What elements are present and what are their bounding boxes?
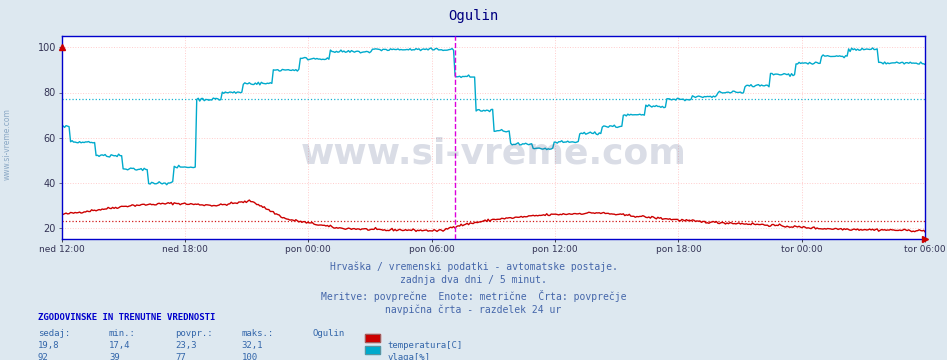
Text: 100: 100 [241,353,258,360]
Text: www.si-vreme.com: www.si-vreme.com [3,108,12,180]
Text: 19,8: 19,8 [38,341,60,350]
Text: min.:: min.: [109,329,135,338]
Text: temperatura[C]: temperatura[C] [387,341,462,350]
Text: maks.:: maks.: [241,329,274,338]
Text: 32,1: 32,1 [241,341,263,350]
Text: Hrvaška / vremenski podatki - avtomatske postaje.: Hrvaška / vremenski podatki - avtomatske… [330,261,617,271]
Text: www.si-vreme.com: www.si-vreme.com [300,137,687,171]
Text: Meritve: povprečne  Enote: metrične  Črta: povprečje: Meritve: povprečne Enote: metrične Črta:… [321,290,626,302]
Text: vlaga[%]: vlaga[%] [387,353,430,360]
Text: 92: 92 [38,353,48,360]
Text: sedaj:: sedaj: [38,329,70,338]
Text: 17,4: 17,4 [109,341,131,350]
Text: 77: 77 [175,353,186,360]
Text: povpr.:: povpr.: [175,329,213,338]
Text: Ogulin: Ogulin [448,9,499,23]
Text: 23,3: 23,3 [175,341,197,350]
Text: 39: 39 [109,353,119,360]
Text: navpična črta - razdelek 24 ur: navpična črta - razdelek 24 ur [385,304,562,315]
Text: ZGODOVINSKE IN TRENUTNE VREDNOSTI: ZGODOVINSKE IN TRENUTNE VREDNOSTI [38,313,215,322]
Text: Ogulin: Ogulin [313,329,345,338]
Text: zadnja dva dni / 5 minut.: zadnja dva dni / 5 minut. [400,275,547,285]
